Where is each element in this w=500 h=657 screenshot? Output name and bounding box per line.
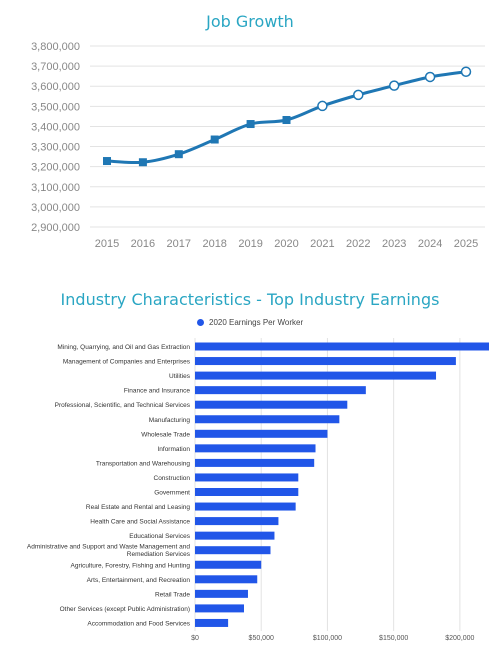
data-point-square <box>210 135 219 144</box>
earnings-bar <box>195 458 315 467</box>
x-tick-label: $150,000 <box>379 635 408 642</box>
x-tick-label: 2019 <box>238 238 262 250</box>
data-point-circle <box>317 100 328 112</box>
y-tick-label: 3,100,000 <box>31 182 80 194</box>
earnings-bar <box>195 357 456 366</box>
category-label: Arts, Entertainment, and Recreation <box>87 577 191 584</box>
y-tick-label: 2,900,000 <box>31 222 80 234</box>
earnings-bar <box>195 546 271 555</box>
x-tick-label: 2020 <box>274 238 298 250</box>
category-label: Real Estate and Rental and Leasing <box>86 504 190 511</box>
category-label: Agriculture, Forestry, Fishing and Hunti… <box>71 562 191 569</box>
category-label: Mining, Quarrying, and Oil and Gas Extra… <box>57 344 190 351</box>
legend-swatch <box>197 319 204 326</box>
data-point-circle <box>460 66 472 77</box>
x-tick-label: 2017 <box>167 238 191 250</box>
y-tick-label: 3,800,000 <box>31 41 80 53</box>
earnings-bar <box>195 386 366 395</box>
earnings-bar <box>195 531 275 540</box>
x-tick-label: 2021 <box>310 238 334 250</box>
x-tick-label: $50,000 <box>249 635 274 642</box>
category-label: Utilities <box>169 373 191 380</box>
earnings-legend: 2020 Earnings Per Worker <box>197 318 303 327</box>
data-point-square <box>174 150 183 159</box>
earnings-bar <box>195 415 340 424</box>
industry-earnings-title: Industry Characteristics - Top Industry … <box>60 290 440 309</box>
earnings-bar <box>195 517 279 526</box>
y-tick-label: 3,200,000 <box>31 162 80 174</box>
y-tick-label: 3,300,000 <box>31 142 80 154</box>
category-label: Wholesale Trade <box>141 431 190 438</box>
y-tick-label: 3,400,000 <box>31 121 80 133</box>
job-growth-line-chart: 2,900,000 3,000,000 3,100,000 3,200,000 3,30… <box>31 41 485 250</box>
category-label: Information <box>157 446 190 453</box>
category-label: Transportation and Warehousing <box>96 460 191 467</box>
earnings-bar <box>195 488 299 496</box>
earnings-bar <box>195 400 348 409</box>
x-tick-label: 2023 <box>382 238 406 250</box>
category-label: Management of Companies and Enterprises <box>63 359 191 366</box>
x-tick-label: 2022 <box>346 238 370 250</box>
job-growth-title: Job Growth <box>206 12 294 31</box>
earnings-bar <box>195 618 229 627</box>
category-label: Government <box>154 490 190 497</box>
data-point-square <box>138 158 147 167</box>
data-point-circle <box>388 80 400 91</box>
earnings-bar <box>195 444 316 453</box>
category-label: Health Care and Social Assistance <box>90 519 190 526</box>
data-point-circle <box>353 89 364 101</box>
earnings-bar <box>195 604 244 613</box>
y-tick-label: 3,500,000 <box>31 101 80 113</box>
earnings-bar <box>195 575 258 584</box>
legend-label: 2020 Earnings Per Worker <box>209 318 304 327</box>
data-point-square <box>246 120 255 129</box>
x-tick-label: $200,000 <box>445 635 474 642</box>
category-label: Administrative and Support and Waste Man… <box>27 544 191 559</box>
category-label: Educational Services <box>129 533 190 540</box>
earnings-bar <box>195 502 296 511</box>
earnings-bar <box>195 429 328 438</box>
earnings-bar <box>195 342 489 351</box>
earnings-bar <box>195 589 248 598</box>
data-point-square <box>282 116 291 125</box>
earnings-bar <box>195 560 262 569</box>
x-tick-label: 2016 <box>131 238 155 250</box>
x-tick-label: $0 <box>191 635 199 642</box>
earnings-bar <box>195 371 437 380</box>
category-label: Manufacturing <box>149 417 191 424</box>
earnings-bar <box>195 473 299 482</box>
category-label: Accommodation and Food Services <box>87 620 190 627</box>
x-tick-label: 2025 <box>454 238 478 250</box>
x-tick-label: 2024 <box>418 238 442 250</box>
data-point-circle <box>424 71 436 83</box>
y-tick-label: 3,700,000 <box>31 61 80 73</box>
category-label: Retail Trade <box>155 591 190 598</box>
category-label: Professional, Scientific, and Technical … <box>55 402 191 409</box>
x-tick-label: 2015 <box>95 238 119 250</box>
category-label: Other Services (except Public Administra… <box>60 606 190 613</box>
data-point-square <box>103 157 111 166</box>
category-label: Construction <box>154 475 191 482</box>
category-label: Finance and Insurance <box>124 388 191 395</box>
y-tick-label: 3,000,000 <box>31 202 80 214</box>
x-tick-label: 2018 <box>202 238 226 250</box>
y-tick-label: 3,600,000 <box>31 81 80 93</box>
x-tick-label: $100,000 <box>313 635 342 642</box>
